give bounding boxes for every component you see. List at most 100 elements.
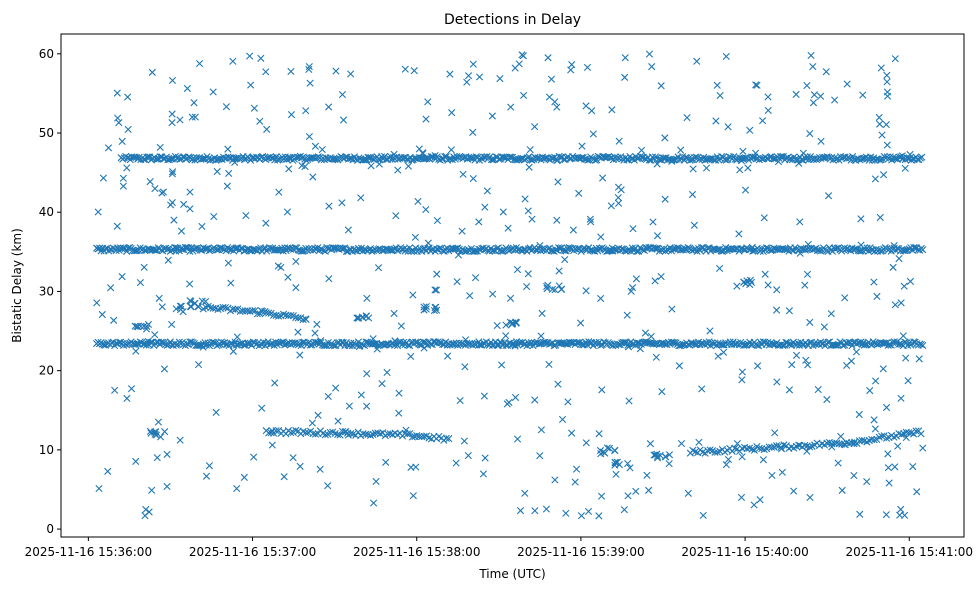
data-point	[104, 144, 113, 152]
data-point	[213, 167, 221, 176]
data-point	[286, 153, 294, 162]
data-point	[231, 305, 239, 314]
data-point	[488, 247, 496, 255]
data-point	[168, 110, 176, 118]
data-point	[628, 284, 637, 292]
data-point	[250, 453, 258, 461]
data-point	[499, 153, 508, 161]
data-point	[144, 320, 153, 329]
data-point	[257, 54, 265, 62]
data-point	[675, 362, 683, 370]
data-point	[431, 151, 439, 160]
data-point	[422, 115, 430, 123]
data-point	[298, 161, 306, 170]
data-point	[683, 114, 691, 122]
data-point	[751, 149, 760, 157]
data-point	[801, 441, 809, 450]
data-point	[247, 81, 255, 89]
data-point	[597, 492, 606, 500]
data-point	[657, 272, 665, 281]
data-point	[785, 307, 793, 315]
data-point	[553, 216, 561, 224]
data-point	[653, 232, 662, 240]
data-point	[338, 199, 346, 207]
data-point	[733, 439, 741, 448]
data-point	[516, 507, 525, 515]
data-point	[227, 279, 235, 287]
data-point	[422, 205, 430, 214]
data-point	[810, 91, 818, 99]
data-point	[294, 314, 302, 322]
data-point	[338, 91, 347, 99]
data-point	[368, 155, 377, 163]
data-point	[464, 72, 473, 80]
data-point	[906, 277, 915, 285]
data-point	[511, 342, 519, 350]
data-point	[596, 446, 605, 455]
data-point	[375, 160, 383, 168]
data-point	[883, 71, 891, 79]
data-point	[480, 392, 488, 400]
data-point	[325, 275, 333, 283]
y-tick-label: 10	[39, 443, 54, 457]
data-point	[321, 431, 329, 439]
data-point	[511, 64, 519, 72]
data-point	[285, 165, 293, 173]
data-point	[287, 111, 296, 119]
data-point	[115, 119, 123, 127]
data-point	[302, 315, 310, 324]
data-point	[155, 294, 163, 302]
data-point	[573, 338, 581, 347]
data-point	[531, 507, 539, 515]
data-point	[202, 472, 211, 480]
data-point	[188, 113, 196, 121]
data-point	[262, 219, 270, 227]
data-point	[738, 453, 746, 461]
data-point	[422, 302, 430, 311]
data-point	[659, 154, 667, 162]
data-point	[879, 365, 887, 373]
data-point	[716, 92, 724, 100]
data-point	[882, 434, 891, 442]
data-point	[652, 353, 660, 361]
data-point	[624, 459, 632, 468]
data-point	[365, 314, 373, 322]
data-point	[287, 311, 295, 319]
data-point	[716, 264, 724, 273]
data-point	[719, 348, 728, 356]
data-point	[564, 398, 572, 406]
data-point	[568, 61, 576, 69]
plot-area	[92, 50, 927, 520]
data-point	[438, 155, 446, 163]
data-point	[279, 310, 288, 318]
data-point	[882, 120, 890, 129]
data-point	[104, 467, 112, 475]
data-point	[724, 455, 733, 463]
data-point	[363, 402, 371, 410]
data-point	[691, 448, 699, 456]
data-point	[448, 109, 456, 117]
data-point	[311, 142, 320, 150]
data-point	[668, 305, 676, 313]
y-tick-label: 50	[39, 126, 54, 140]
data-point	[221, 304, 230, 312]
data-point	[809, 99, 818, 107]
data-point	[493, 244, 501, 252]
data-point	[532, 154, 541, 162]
data-point	[470, 247, 478, 255]
data-point	[822, 68, 830, 76]
data-point	[357, 391, 365, 399]
x-tick-label: 2025-11-16 15:40:00	[681, 545, 808, 559]
data-point	[468, 154, 476, 162]
data-point	[172, 247, 180, 255]
data-point	[403, 430, 412, 438]
data-point	[608, 244, 616, 252]
data-point	[645, 50, 654, 58]
data-point	[444, 352, 452, 360]
y-axis: 0 10 20 30 40 50 60	[39, 47, 61, 536]
data-point	[902, 433, 910, 442]
data-point	[292, 153, 300, 162]
data-point	[183, 84, 191, 93]
data-point	[895, 255, 903, 263]
data-point	[688, 156, 696, 164]
